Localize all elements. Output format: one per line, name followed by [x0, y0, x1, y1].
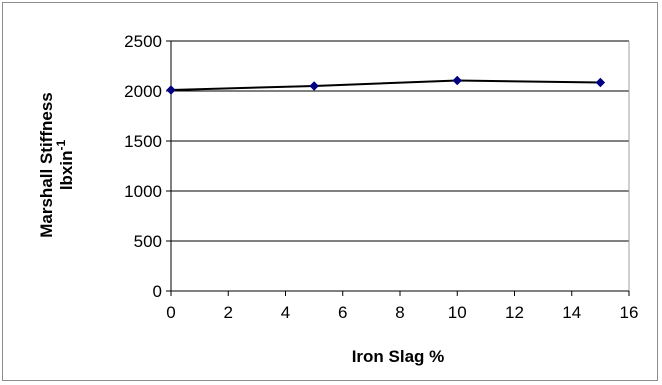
x-tick-label-12: 12 [505, 303, 524, 322]
data-point-10 [452, 75, 462, 86]
series-line [170, 79, 601, 91]
data-point-0 [166, 85, 176, 95]
x-tick-label-4: 4 [281, 303, 290, 322]
x-tick-label-2: 2 [224, 303, 233, 322]
data-point-5 [309, 81, 319, 91]
data-series [166, 75, 606, 95]
gridlines [171, 40, 629, 242]
tick-labels: 0 500 1000 1500 2000 2500 0 2 4 6 8 10 12 14 16 [124, 32, 638, 322]
y-tick-label-1000: 1000 [124, 182, 162, 201]
x-tick-label-6: 6 [338, 303, 347, 322]
data-point-15 [595, 77, 606, 88]
x-tick-label-0: 0 [166, 303, 175, 322]
axes [166, 40, 630, 296]
x-tick-label-10: 10 [448, 303, 467, 322]
x-tick-label-14: 14 [562, 303, 581, 322]
x-axis-title: Iron Slag % [352, 347, 445, 366]
y-axis-title: Marshall Stiffness lbxin-1 [37, 92, 76, 238]
y-axis-title-line1: Marshall Stiffness [37, 92, 56, 238]
y-tick-label-500: 500 [134, 232, 162, 251]
y-axis-unit-exponent: -1 [54, 140, 68, 151]
y-tick-label-0: 0 [153, 282, 162, 301]
y-tick-label-2500: 2500 [124, 32, 162, 51]
y-tick-label-2000: 2000 [124, 82, 162, 101]
y-axis-unit: lbxin [57, 151, 76, 191]
y-tick-label-1500: 1500 [124, 132, 162, 151]
x-tick-label-16: 16 [620, 303, 639, 322]
y-axis-title-line2: lbxin-1 [54, 140, 76, 191]
x-tick-label-8: 8 [395, 303, 404, 322]
